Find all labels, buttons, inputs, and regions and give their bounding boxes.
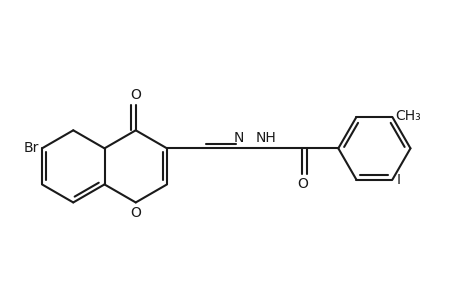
Text: CH₃: CH₃ (395, 109, 420, 123)
Text: NH: NH (255, 130, 276, 145)
Text: O: O (130, 88, 141, 102)
Text: O: O (130, 206, 141, 220)
Text: Br: Br (23, 141, 39, 155)
Text: I: I (395, 172, 399, 187)
Text: N: N (234, 130, 244, 145)
Text: O: O (296, 177, 307, 190)
